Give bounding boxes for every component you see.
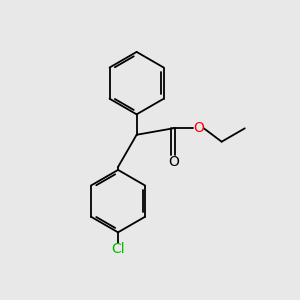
- Text: Cl: Cl: [111, 242, 125, 256]
- Text: O: O: [168, 155, 179, 170]
- Text: O: O: [193, 121, 204, 135]
